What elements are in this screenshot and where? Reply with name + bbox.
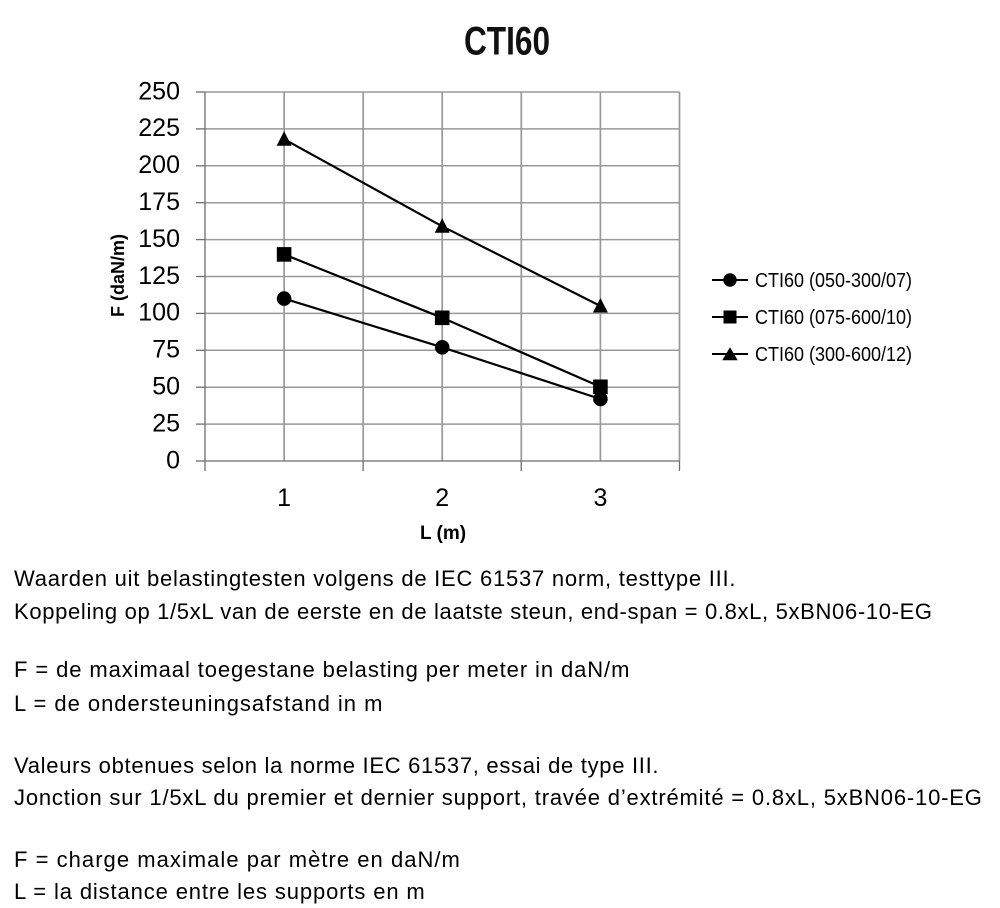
svg-text:50: 50 xyxy=(152,373,180,401)
svg-text:225: 225 xyxy=(138,114,180,142)
svg-text:CTI60: CTI60 xyxy=(464,18,550,63)
svg-text:3: 3 xyxy=(593,484,607,512)
svg-text:25: 25 xyxy=(152,409,180,437)
svg-text:CTI60 (075-600/10): CTI60 (075-600/10) xyxy=(755,307,912,329)
svg-text:75: 75 xyxy=(152,336,180,364)
svg-text:0: 0 xyxy=(166,446,180,474)
svg-text:175: 175 xyxy=(138,188,180,216)
svg-text:CTI60 (050-300/07): CTI60 (050-300/07) xyxy=(755,270,912,292)
svg-text:F (daN/m): F (daN/m) xyxy=(108,234,128,317)
svg-text:2: 2 xyxy=(435,484,449,512)
svg-text:200: 200 xyxy=(138,151,180,179)
svg-text:L (m): L (m) xyxy=(420,523,466,544)
svg-text:CTI60 (300-600/12): CTI60 (300-600/12) xyxy=(755,344,912,366)
svg-text:125: 125 xyxy=(138,262,180,290)
svg-text:250: 250 xyxy=(138,77,180,105)
svg-text:100: 100 xyxy=(138,299,180,327)
svg-text:1: 1 xyxy=(277,484,291,512)
svg-text:150: 150 xyxy=(138,225,180,253)
